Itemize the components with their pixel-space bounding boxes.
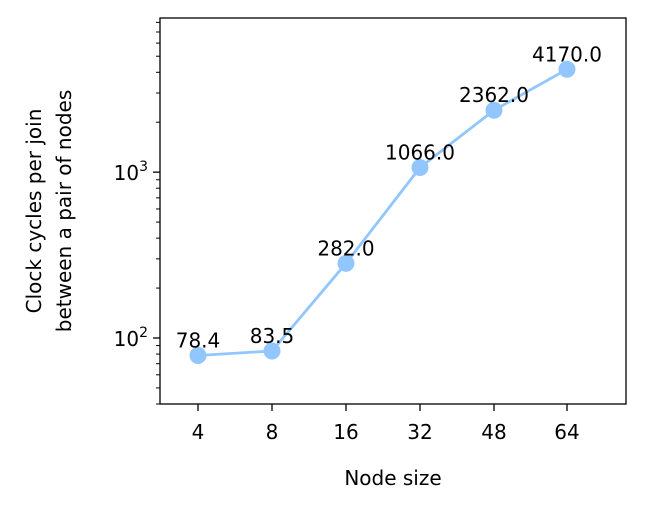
data-label: 78.4 xyxy=(176,329,221,353)
x-tick-label: 4 xyxy=(192,420,205,444)
x-tick-label: 32 xyxy=(407,420,432,444)
plot-area-frame xyxy=(159,17,627,405)
data-label: 83.5 xyxy=(250,324,295,348)
data-point xyxy=(189,347,207,365)
data-label: 4170.0 xyxy=(532,42,602,66)
data-point xyxy=(263,342,281,360)
x-tick-label: 64 xyxy=(554,420,579,444)
data-point xyxy=(485,101,503,119)
x-tick-label: 48 xyxy=(481,420,506,444)
data-label: 2362.0 xyxy=(459,83,529,107)
data-label: 1066.0 xyxy=(385,141,455,165)
y-axis-ticks: 102 103 xyxy=(114,21,160,405)
y-axis-label-line-1: Clock cycles per join xyxy=(22,109,46,314)
data-label: 282.0 xyxy=(317,236,374,260)
y-axis-label-line-2: between a pair of nodes xyxy=(52,90,76,333)
x-axis-label: Node size xyxy=(344,466,441,490)
data-point xyxy=(558,60,576,78)
y-tick-label: 102 xyxy=(114,325,148,351)
x-axis-ticks: 4 8 16 32 48 64 xyxy=(192,404,580,444)
series-line xyxy=(197,68,568,357)
x-tick-label: 16 xyxy=(333,420,358,444)
data-point xyxy=(411,159,429,177)
x-tick-label: 8 xyxy=(266,420,279,444)
y-tick-label: 103 xyxy=(114,159,148,185)
data-point xyxy=(337,254,355,272)
